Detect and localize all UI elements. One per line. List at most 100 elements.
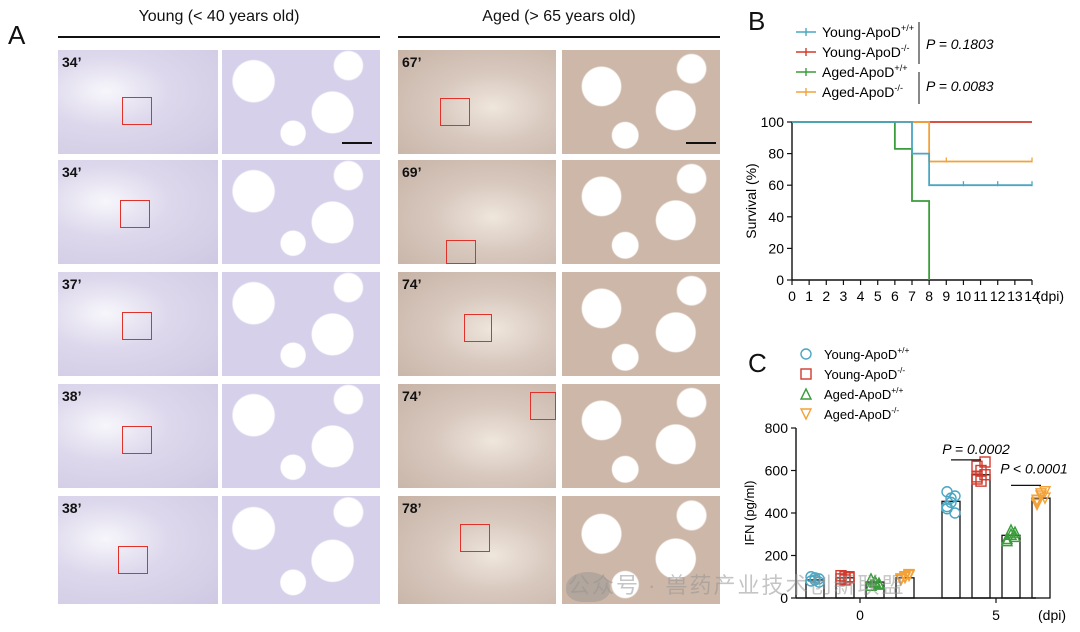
young-group-rule [58, 36, 380, 38]
data-point [971, 471, 983, 483]
y-tick-label: 800 [765, 420, 789, 436]
data-point [949, 490, 961, 502]
y-tick-label: 40 [768, 209, 784, 225]
aged-lowmag-tile: 74’ [398, 384, 556, 488]
y-tick-label: 600 [765, 463, 789, 479]
bar [1031, 497, 1051, 599]
data-point [872, 577, 886, 590]
data-point [1000, 534, 1014, 547]
aged-highmag-tile [562, 496, 720, 604]
x-unit-label: (dpi) [1036, 288, 1064, 304]
p-value-label: P < 0.0001 [1000, 460, 1068, 476]
data-point [1038, 492, 1052, 505]
aged-lowmag-tile: 74’ [398, 272, 556, 376]
roi-box [118, 546, 148, 574]
survival-chart: Young-ApoD+/+ Young-ApoD-/- Aged-ApoD+/+ Ag… [743, 22, 1064, 304]
young-lowmag-tile: 38’ [58, 384, 218, 488]
young-group-header: Young (< 40 years old) [138, 8, 300, 25]
data-point [1000, 531, 1014, 545]
legend-label: Young-ApoD-/- [822, 43, 909, 60]
data-point [1030, 496, 1044, 509]
data-point [1008, 529, 1022, 543]
y-tick-label: 80 [768, 146, 784, 162]
young-lowmag-tile: 37’ [58, 272, 218, 376]
x-tick-label: 14 [1024, 288, 1040, 304]
aged-highmag-tile [562, 272, 720, 376]
young-lowmag-tile: 34’ [58, 160, 218, 264]
data-point [839, 574, 851, 586]
legend-marker [799, 408, 813, 421]
x-tick-label: 10 [956, 288, 972, 304]
x-tick-label: 4 [857, 288, 865, 304]
x-tick-label: 3 [840, 288, 848, 304]
ifn-chart: Young-ApoD+/+ Young-ApoD-/- Aged-ApoD+/+ Ag… [742, 345, 1068, 623]
aged-lowmag-tile: 69’ [398, 160, 556, 264]
bar [941, 500, 961, 599]
x-tick-label: 5 [874, 288, 882, 304]
x-tick-label: 13 [1007, 288, 1023, 304]
legend-label: Young-ApoD+/+ [822, 23, 914, 40]
y-tick-label: 0 [780, 590, 788, 606]
x-tick-label: 11 [973, 288, 988, 304]
x-tick-label: 0 [856, 607, 864, 623]
legend-label: Young-ApoD-/- [824, 365, 905, 382]
x-tick-label: 12 [990, 288, 1006, 304]
x-tick-label: 7 [908, 288, 916, 304]
aged-lowmag-tile: 78’ [398, 496, 556, 604]
young-highmag-tile [222, 496, 380, 604]
aged-highmag-tile [562, 160, 720, 264]
x-tick-label: 6 [891, 288, 899, 304]
data-point [1034, 490, 1048, 503]
sample-age: 67’ [402, 54, 422, 70]
roi-box [122, 97, 152, 125]
roi-box [446, 240, 476, 264]
scale-bar [686, 142, 716, 144]
data-point [1030, 498, 1044, 512]
data-point [1038, 486, 1052, 499]
young-lowmag-tile: 38’ [58, 496, 218, 604]
sample-age: 37’ [62, 276, 82, 292]
sample-age: 34’ [62, 164, 82, 180]
legend-label: Aged-ApoD+/+ [824, 385, 903, 402]
x-tick-label: 0 [788, 288, 796, 304]
data-point [1004, 523, 1018, 536]
bar [835, 577, 855, 599]
data-point [864, 578, 878, 591]
data-point [835, 569, 847, 582]
legend-label: Aged-ApoD+/+ [822, 63, 908, 80]
p-value-label: P = 0.1803 [926, 36, 994, 52]
roi-box [530, 392, 556, 420]
watermark-text: 公众号 · 兽药产业技术创新联盟 [568, 573, 906, 598]
x-tick-label: 9 [942, 288, 950, 304]
roi-box [122, 312, 152, 340]
panel-b-label: B [748, 6, 766, 36]
data-point [1008, 525, 1022, 538]
x-tick-label: 2 [822, 288, 830, 304]
data-point [1034, 488, 1048, 501]
data-point [979, 456, 991, 468]
survival-curve [792, 121, 1032, 187]
young-lowmag-tile: 34’ [58, 50, 218, 154]
roi-box [120, 200, 150, 228]
x-tick-label: 8 [925, 288, 933, 304]
roi-box [440, 98, 470, 126]
y-axis-label: Survival (%) [743, 163, 759, 238]
data-point [902, 569, 916, 583]
x-tick-label: 5 [992, 607, 1000, 623]
y-tick-label: 400 [765, 505, 789, 521]
sample-age: 34’ [62, 54, 82, 70]
x-unit-label: (dpi) [1038, 607, 1066, 623]
panel-c-label: C [748, 348, 767, 378]
aged-highmag-tile [562, 384, 720, 488]
data-point [979, 469, 991, 481]
y-tick-label: 60 [768, 177, 784, 193]
sample-age: 74’ [402, 388, 422, 404]
p-value-label: P = 0.0002 [942, 441, 1010, 457]
data-point [813, 573, 825, 585]
aged-group-header: Aged (> 65 years old) [482, 8, 636, 25]
sample-age: 78’ [402, 500, 422, 516]
young-highmag-tile [222, 160, 380, 264]
data-point [975, 475, 987, 487]
data-point [1030, 494, 1044, 507]
x-tick-label: 1 [805, 288, 813, 304]
